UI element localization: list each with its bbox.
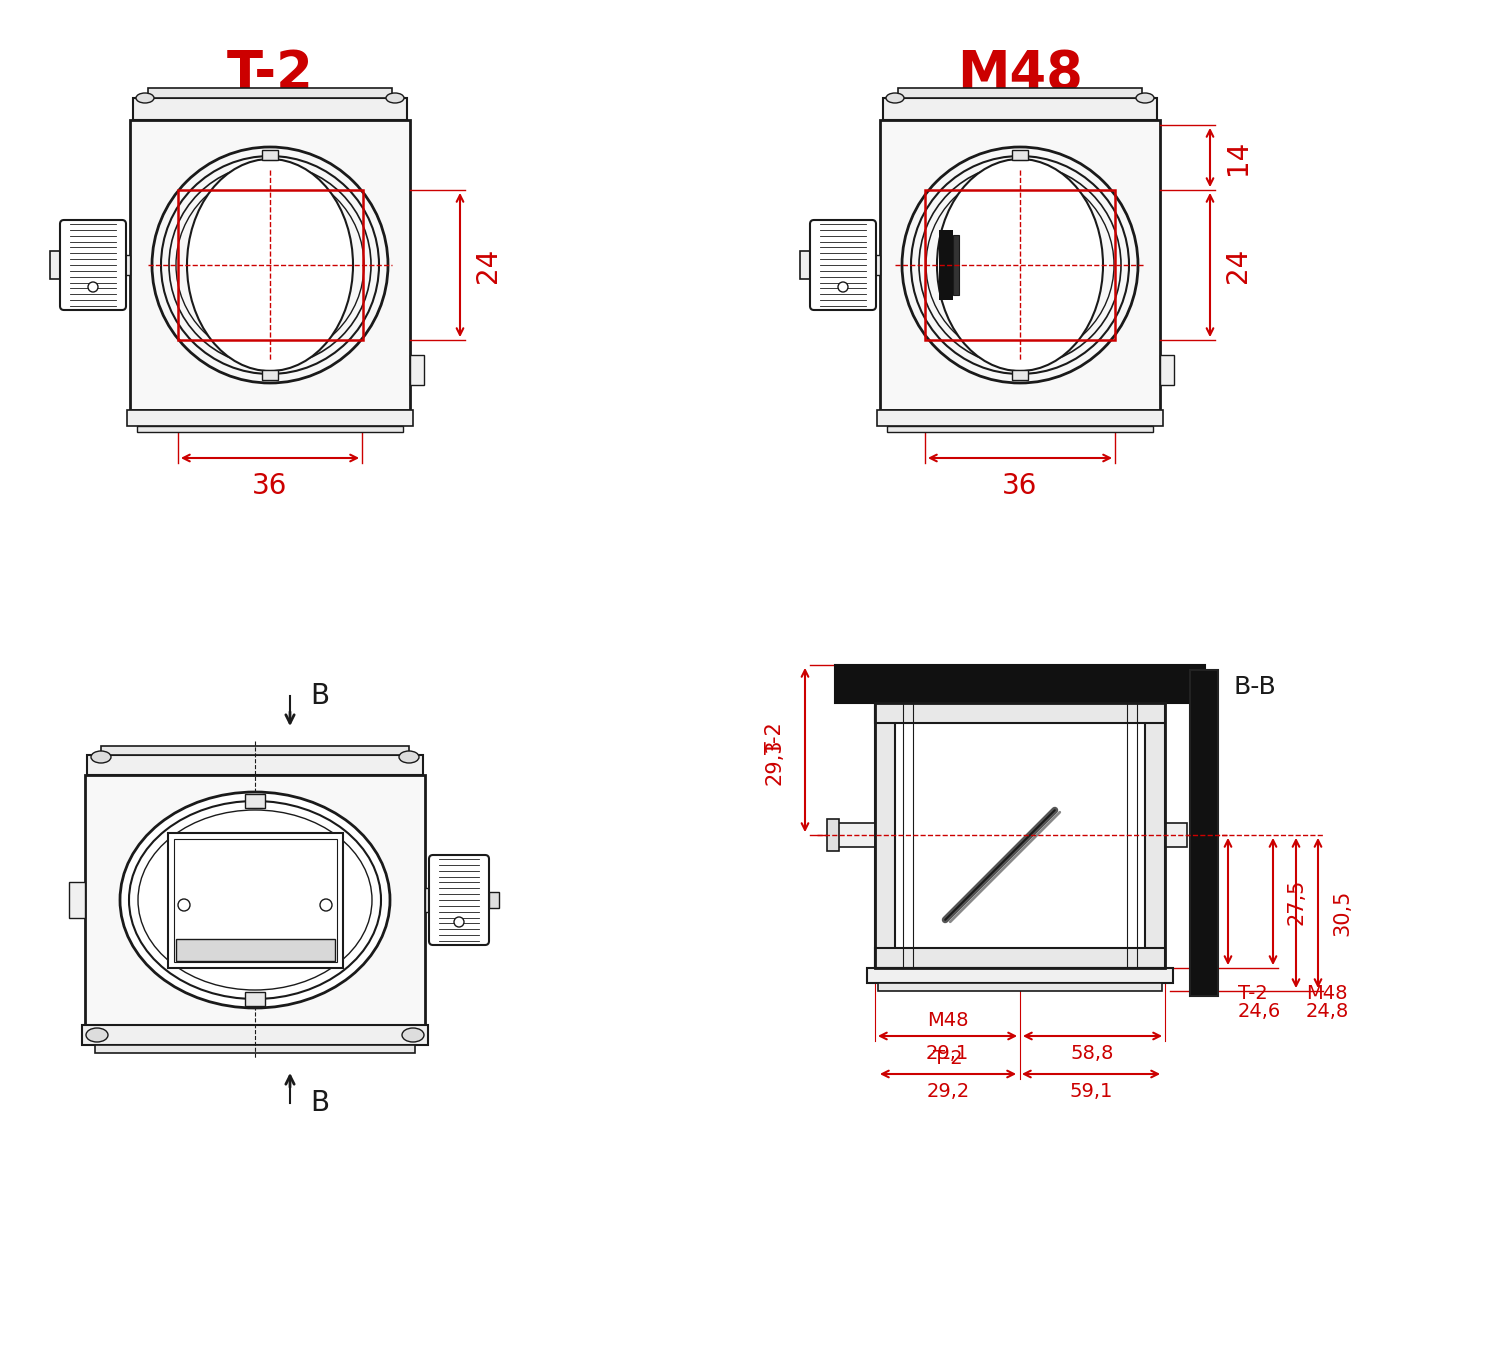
Text: M48: M48 [1306,984,1347,1003]
Bar [880,120,1160,410]
Bar [1013,369,1028,380]
Circle shape [320,899,332,911]
Text: 24,8: 24,8 [1306,1002,1350,1020]
Bar [874,948,1166,968]
Bar [130,120,410,410]
Ellipse shape [386,93,404,102]
Ellipse shape [402,1029,424,1042]
Text: B: B [310,682,328,710]
Text: 36: 36 [1002,472,1038,500]
Bar [836,665,1204,704]
Bar [870,255,880,275]
Ellipse shape [86,1029,108,1042]
Bar [148,88,392,98]
Bar [262,150,278,160]
Bar [244,992,266,1006]
Circle shape [178,899,190,911]
Bar [874,704,1166,968]
Text: T-2: T-2 [765,723,784,754]
Bar [1160,355,1174,386]
Text: T-2: T-2 [226,49,314,100]
Bar [136,426,404,431]
Ellipse shape [136,93,154,102]
Ellipse shape [92,751,111,763]
Bar [244,794,266,807]
Text: 29,1: 29,1 [926,1043,969,1064]
Bar [886,426,1154,431]
Bar [867,968,1173,983]
Text: 14: 14 [1224,140,1252,175]
Ellipse shape [188,159,352,371]
Bar [837,824,874,847]
Text: 58,8: 58,8 [1071,1043,1114,1064]
Ellipse shape [886,93,904,102]
Text: 29,2: 29,2 [927,1082,969,1101]
Text: 27,5: 27,5 [1287,879,1306,925]
Bar [489,892,500,909]
Bar [50,251,64,279]
Bar [898,88,1142,98]
Bar [134,98,407,120]
Bar [69,882,86,918]
Bar [827,820,839,851]
Bar [100,745,410,755]
Text: 36: 36 [252,472,288,500]
Text: 24,6: 24,6 [1238,1002,1281,1020]
Bar [874,704,896,968]
Circle shape [454,917,464,927]
Text: M48: M48 [957,49,1083,100]
Text: 59,1: 59,1 [1070,1082,1113,1101]
Bar [952,235,958,295]
Text: 24: 24 [1224,248,1252,283]
Ellipse shape [399,751,418,763]
Bar [874,704,1166,723]
Ellipse shape [1136,93,1154,102]
Bar [1166,824,1186,847]
Text: 24: 24 [474,248,502,283]
FancyBboxPatch shape [810,220,876,310]
Bar [410,355,424,386]
Bar [82,1024,428,1045]
Bar [1144,704,1166,968]
Bar [86,775,424,1024]
Circle shape [839,282,848,293]
FancyBboxPatch shape [429,855,489,945]
Bar [878,410,1162,426]
Bar [1190,670,1218,996]
Bar [178,190,363,340]
FancyBboxPatch shape [60,220,126,310]
Text: T-2: T-2 [933,1049,963,1068]
Ellipse shape [120,793,390,1008]
Bar [939,231,952,301]
Bar [168,833,344,968]
Text: B: B [310,1089,328,1117]
Bar [800,251,814,279]
Bar [896,723,1144,948]
Text: B-B: B-B [1233,675,1275,700]
Bar [176,940,334,961]
Text: T-2: T-2 [1238,984,1268,1003]
Bar [424,888,435,913]
Bar [120,255,130,275]
Bar [926,190,1114,340]
Bar [128,410,412,426]
Bar [174,838,338,962]
Bar [1013,150,1028,160]
Ellipse shape [138,810,372,989]
Circle shape [88,282,98,293]
Bar [262,369,278,380]
Bar [878,983,1162,991]
Text: M48: M48 [927,1011,969,1030]
Bar [87,755,423,775]
Text: 30,5: 30,5 [1332,890,1352,937]
Bar [94,1045,416,1053]
Bar [884,98,1156,120]
Ellipse shape [938,159,1102,371]
Text: 29,3: 29,3 [765,739,784,786]
